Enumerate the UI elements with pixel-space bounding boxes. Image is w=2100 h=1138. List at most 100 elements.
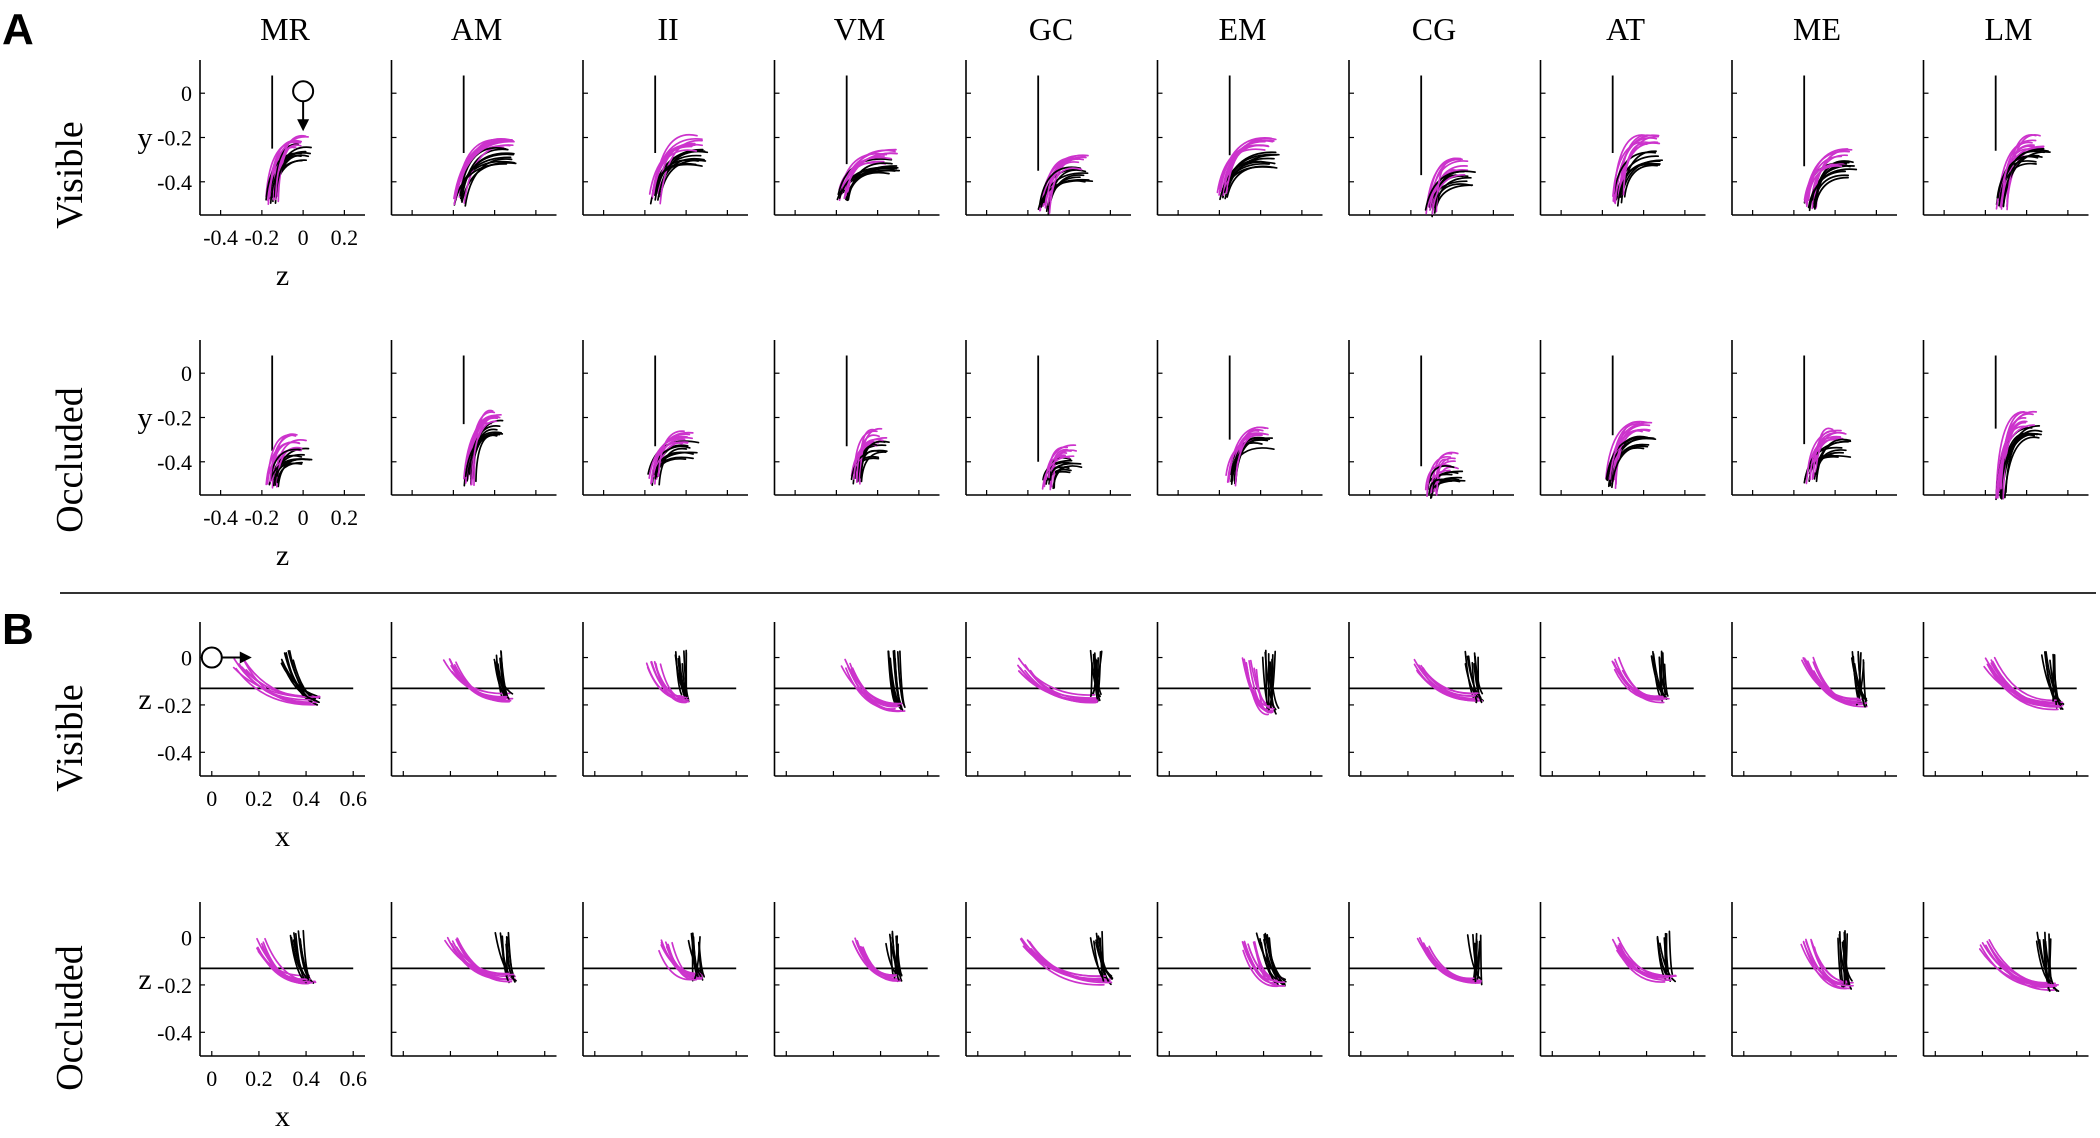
trajectory-secondary	[1421, 668, 1479, 695]
start-arrowhead	[297, 119, 310, 132]
trajectory-secondary	[1431, 165, 1468, 208]
subplot-a-occluded-gc	[965, 340, 1131, 496]
trajectory-primary	[860, 440, 886, 479]
trajectory-secondary	[1253, 667, 1275, 710]
trajectory-primary	[1661, 652, 1667, 696]
subplot-a-visible-cg	[1348, 60, 1514, 218]
trajectory-primary	[1850, 657, 1868, 702]
trajectory-secondary	[455, 946, 512, 975]
trajectory-primary	[1659, 942, 1677, 983]
trajectory-secondary	[1246, 666, 1269, 711]
x-tick-label: 0	[206, 1066, 217, 1091]
trajectory-secondary	[1416, 937, 1483, 982]
trajectory-secondary	[450, 942, 511, 981]
y-tick-label: -0.2	[157, 126, 192, 151]
subplot-b-occluded-mr: 0 -0.2 -0.4 0 0.2 0.4 0.6 z x	[138, 902, 367, 1133]
y-tick-label: -0.4	[157, 450, 192, 475]
x-tick-label: 0.2	[245, 786, 273, 811]
trajectory-secondary	[1017, 657, 1096, 696]
trajectory-primary	[1814, 176, 1849, 210]
x-tick-label: 0.4	[292, 786, 320, 811]
trajectory-primary	[1656, 939, 1669, 976]
trajectory-primary	[690, 932, 702, 977]
trajectory-secondary	[274, 144, 302, 201]
trajectory-secondary	[1017, 670, 1100, 699]
trajectory-secondary	[1235, 432, 1269, 479]
trajectory-secondary	[1806, 429, 1842, 474]
trajectory-primary	[687, 939, 704, 975]
trajectory-secondary	[1813, 946, 1847, 989]
subplot-a-visible-am	[390, 60, 557, 216]
trajectory-secondary	[1986, 949, 2052, 984]
trajectory-primary	[1259, 937, 1278, 981]
trajectory-primary	[1464, 662, 1480, 699]
subplot-b-occluded-cg	[1348, 902, 1514, 1057]
trajectory-primary	[681, 662, 690, 702]
subplot-b-visible-gc	[965, 622, 1131, 777]
x-tick-label: 0.6	[339, 1066, 367, 1091]
trajectory-primary	[1264, 651, 1277, 711]
trajectory-primary	[292, 939, 310, 981]
trajectory-primary	[891, 930, 900, 981]
trajectory-primary	[1095, 939, 1113, 977]
trajectory-secondary	[1255, 949, 1277, 985]
trajectory-primary	[1424, 170, 1476, 211]
trajectory-secondary	[1028, 948, 1103, 980]
trajectory-secondary	[456, 937, 513, 983]
trajectory-primary	[658, 447, 688, 486]
y-axis-label: z	[138, 683, 151, 716]
row-label-b-visible: Visible	[49, 684, 91, 792]
trajectory-secondary	[650, 435, 688, 485]
x-tick-label: 0.2	[245, 1066, 273, 1091]
x-tick-label: -0.4	[203, 505, 238, 530]
trajectory-secondary	[1805, 148, 1849, 205]
y-tick-label: -0.4	[157, 1020, 192, 1045]
trajectory-primary	[1663, 663, 1669, 696]
subplot-b-visible-cg	[1348, 622, 1514, 777]
trajectory-secondary	[653, 661, 689, 699]
trajectory-primary	[1048, 468, 1072, 485]
trajectory-secondary	[1049, 449, 1072, 491]
trajectory-secondary	[1049, 167, 1083, 203]
trajectory-secondary	[1426, 947, 1475, 980]
trajectory-secondary	[1812, 430, 1837, 479]
trajectory-secondary	[1815, 431, 1845, 473]
trajectory-secondary	[1436, 457, 1456, 488]
trajectory-secondary	[1616, 946, 1672, 981]
subject-header-mr: MR	[260, 11, 310, 47]
trajectory-secondary	[840, 148, 897, 195]
trajectory-secondary	[1802, 941, 1854, 987]
trajectory-secondary	[1413, 658, 1480, 700]
trajectory-secondary	[1621, 669, 1668, 700]
row-label-a-occluded: Occluded	[49, 387, 91, 533]
trajectory-secondary	[453, 139, 513, 198]
trajectory-primary	[2049, 659, 2064, 710]
y-tick-label: -0.2	[157, 693, 192, 718]
trajectory-primary	[892, 650, 903, 709]
subplot-b-occluded-lm	[1922, 902, 2089, 1057]
subplot-b-occluded-am	[390, 902, 557, 1057]
trajectory-secondary	[1805, 165, 1843, 208]
trajectory-secondary	[1048, 446, 1069, 479]
trajectory-secondary	[1426, 456, 1452, 498]
subject-header-ii: II	[657, 11, 678, 47]
x-tick-label: 0	[298, 505, 309, 530]
trajectory-primary	[889, 936, 894, 976]
trajectory-secondary	[1988, 939, 2059, 986]
trajectory-primary	[1853, 663, 1868, 700]
trajectory-primary	[1652, 652, 1668, 699]
trajectory-primary	[2047, 938, 2052, 984]
trajectory-secondary	[267, 136, 309, 206]
trajectory-secondary	[1219, 144, 1263, 193]
subject-header-cg: CG	[1412, 11, 1456, 47]
trajectory-primary	[1813, 174, 1850, 205]
subplot-b-occluded-gc	[965, 902, 1131, 1057]
trajectory-secondary	[1617, 944, 1677, 977]
trajectory-secondary	[1026, 939, 1113, 984]
trajectory-secondary	[242, 657, 312, 705]
trajectory-secondary	[1609, 429, 1650, 480]
trajectory-primary	[2035, 940, 2052, 985]
trajectory-primary	[1663, 937, 1671, 976]
subplot-b-occluded-ii	[582, 902, 748, 1057]
